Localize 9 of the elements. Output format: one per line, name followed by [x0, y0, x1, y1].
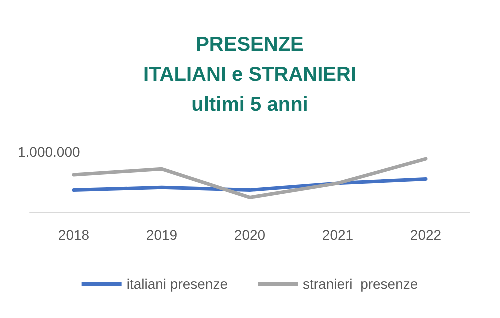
x-tick-label: 2018: [58, 227, 90, 243]
x-tick-label: 2020: [234, 227, 266, 243]
annotation: 1.000.000: [18, 144, 80, 160]
legend-label: italiani presenze: [126, 276, 228, 292]
chart-title: PRESENZE ITALIANI e STRANIERI ultimi 5 anni: [144, 34, 356, 116]
x-tick-label: 2021: [322, 227, 354, 243]
legend-label: stranieri presenze: [303, 276, 418, 292]
x-tick-label: 2022: [410, 227, 442, 243]
x-tick-label: 2019: [146, 227, 178, 243]
